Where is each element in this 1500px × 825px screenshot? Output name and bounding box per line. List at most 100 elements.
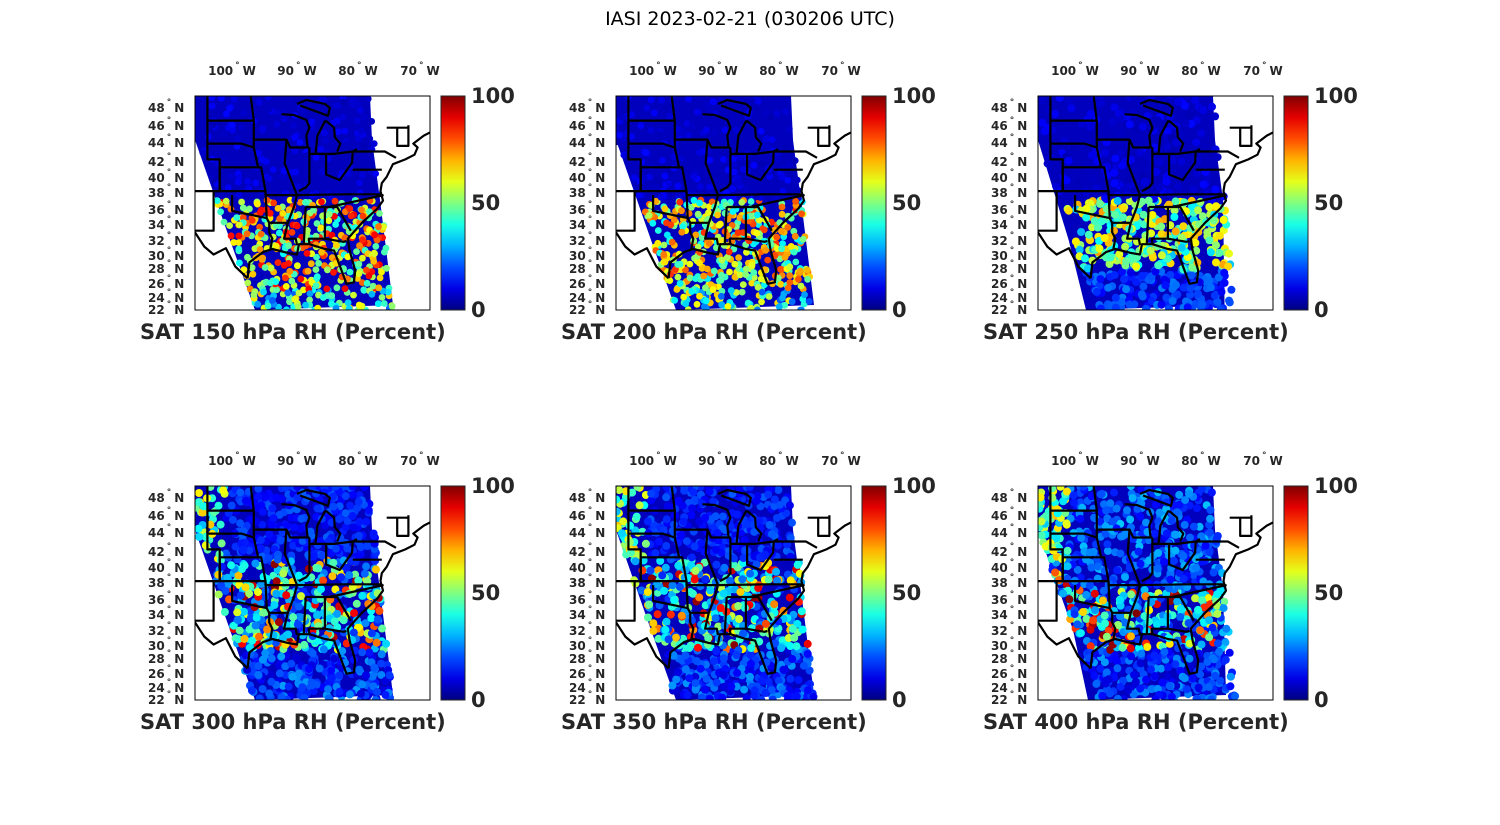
rh-footprint xyxy=(346,205,354,213)
rh-footprint xyxy=(291,134,299,142)
rh-footprint xyxy=(720,682,729,691)
rh-footprint xyxy=(256,536,265,545)
rh-footprint xyxy=(321,129,328,137)
rh-footprint xyxy=(1097,217,1106,226)
rh-footprint xyxy=(696,486,705,491)
lat-tick-label: 32 ° N xyxy=(148,231,184,248)
lon-value: 70 xyxy=(821,64,838,78)
rh-footprint xyxy=(1137,290,1146,299)
lat-tick-label: 32 ° N xyxy=(991,231,1027,248)
rh-footprint xyxy=(1214,273,1223,282)
rh-footprint xyxy=(381,691,390,699)
rh-footprint xyxy=(631,526,640,535)
rh-footprint xyxy=(685,96,692,103)
degree-symbol: ° xyxy=(587,649,593,659)
degree-symbol: ° xyxy=(418,61,424,71)
state-boundary xyxy=(324,627,347,633)
rh-footprint xyxy=(678,96,685,100)
lon-suffix: W xyxy=(303,454,317,468)
lat-suffix: N xyxy=(595,218,606,232)
rh-footprint xyxy=(314,304,322,310)
lat-value: 34 xyxy=(148,218,165,232)
lon-tick-label: 70 ° W xyxy=(821,61,860,78)
rh-footprint xyxy=(298,683,307,692)
rh-footprint xyxy=(735,254,742,261)
lat-tick-label: 26 ° N xyxy=(991,274,1027,291)
rh-footprint xyxy=(1183,303,1192,310)
rh-footprint xyxy=(1213,298,1222,307)
lat-tick-label: 44 ° N xyxy=(569,133,605,150)
rh-footprint xyxy=(1138,271,1146,280)
rh-footprint xyxy=(290,122,298,129)
rh-footprint xyxy=(760,226,768,234)
degree-symbol: ° xyxy=(235,451,240,461)
rh-footprint xyxy=(347,212,355,220)
rh-footprint xyxy=(358,648,367,657)
lat-tick-label: 34 ° N xyxy=(148,215,184,232)
rh-footprint xyxy=(747,198,755,205)
colorbar-tick-label: 50 xyxy=(1314,191,1344,215)
rh-footprint xyxy=(1101,148,1110,157)
rh-footprint xyxy=(243,665,252,674)
rh-footprint xyxy=(288,229,296,236)
rh-footprint xyxy=(747,644,756,652)
rh-footprint xyxy=(195,532,204,541)
degree-symbol: ° xyxy=(166,300,172,310)
rh-footprint xyxy=(237,539,246,548)
rh-footprint xyxy=(745,486,754,491)
degree-symbol: ° xyxy=(587,506,593,516)
state-boundary xyxy=(652,585,688,610)
rh-footprint xyxy=(339,98,347,106)
rh-footprint xyxy=(1132,278,1141,287)
rh-footprint xyxy=(1175,581,1184,590)
rh-footprint xyxy=(746,305,754,310)
rh-footprint xyxy=(1181,119,1190,128)
state-boundary xyxy=(296,488,331,507)
rh-footprint xyxy=(750,274,758,281)
rh-footprint xyxy=(236,259,243,267)
lat-suffix: N xyxy=(1017,303,1028,317)
rh-footprint xyxy=(671,297,679,304)
rh-footprint xyxy=(1096,490,1105,499)
rh-footprint xyxy=(1106,253,1115,262)
rh-footprint xyxy=(1150,672,1159,680)
rh-footprint xyxy=(768,136,776,144)
rh-footprint xyxy=(719,512,727,521)
rh-footprint xyxy=(651,549,660,558)
rh-footprint xyxy=(280,116,288,123)
rh-footprint xyxy=(343,517,352,525)
rh-footprint xyxy=(713,528,722,537)
rh-footprint xyxy=(275,229,283,237)
rh-footprint xyxy=(313,220,321,227)
state-boundary xyxy=(670,96,695,250)
lat-value: 28 xyxy=(991,262,1008,276)
rh-footprint xyxy=(1212,241,1220,250)
rh-footprint xyxy=(757,676,766,685)
lat-tick-label: 42 ° N xyxy=(148,542,184,559)
state-boundary xyxy=(314,120,342,154)
rh-footprint xyxy=(709,98,717,106)
lat-value: 44 xyxy=(148,526,165,540)
lat-suffix: N xyxy=(174,136,185,150)
rh-footprint xyxy=(1154,261,1163,270)
rh-footprint xyxy=(230,239,238,246)
lat-value: 22 xyxy=(148,303,165,317)
lat-tick-label: 36 ° N xyxy=(148,590,184,607)
rh-footprint xyxy=(334,128,342,136)
rh-footprint xyxy=(795,275,802,283)
rh-footprint xyxy=(343,140,350,148)
lat-value: 28 xyxy=(148,262,165,276)
rh-footprint xyxy=(726,522,735,531)
rh-footprint xyxy=(248,264,256,272)
rh-footprint xyxy=(786,160,793,168)
rh-footprint xyxy=(784,284,792,292)
degree-symbol: ° xyxy=(587,288,593,298)
degree-symbol: ° xyxy=(166,573,172,583)
rh-footprint xyxy=(294,262,301,270)
rh-footprint xyxy=(685,644,694,652)
rh-footprint xyxy=(710,267,718,275)
rh-footprint xyxy=(348,490,357,499)
colorbar xyxy=(861,95,887,311)
rh-footprint xyxy=(1177,130,1186,139)
rh-footprint xyxy=(1156,183,1165,192)
